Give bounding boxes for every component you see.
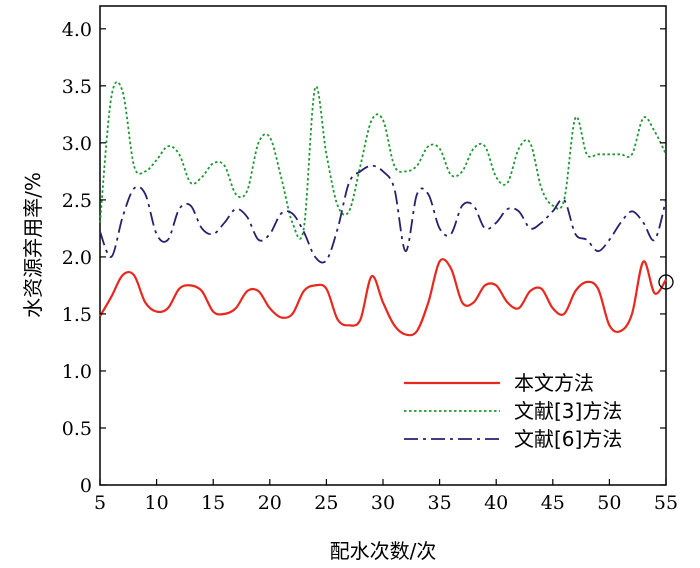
series-line-1 <box>99 258 667 337</box>
x-tick-label: 45 <box>541 492 565 514</box>
x-tick-label: 25 <box>314 492 338 514</box>
x-tick-label: 40 <box>484 492 508 514</box>
y-tick-label: 4.0 <box>62 19 92 41</box>
x-axis-ticks: 5 10 15 20 25 30 35 40 45 50 55 <box>94 479 678 514</box>
legend-label-2: 文献[3]方法 <box>514 399 622 423</box>
legend-label-1: 本文方法 <box>514 371 594 395</box>
y-axis-title: 水资源弃用率/% <box>21 172 45 318</box>
y-tick-label: 2.5 <box>62 190 92 212</box>
x-tick-label: 30 <box>371 492 395 514</box>
x-axis-title: 配水次数/次 <box>330 539 437 563</box>
x-tick-label: 55 <box>654 492 678 514</box>
y-tick-label: 1.0 <box>62 361 92 383</box>
end-marker-circle <box>658 274 674 290</box>
y-tick-label: 3.0 <box>62 133 92 155</box>
y-tick-label: 0.5 <box>62 418 92 440</box>
y-tick-label: 1.5 <box>62 304 92 326</box>
series-line-2 <box>99 81 667 240</box>
x-tick-label: 35 <box>428 492 452 514</box>
x-tick-label: 10 <box>145 492 169 514</box>
x-tick-label: 5 <box>94 492 106 514</box>
x-tick-label: 50 <box>597 492 621 514</box>
y-axis-ticks: 0 0.5 1.0 1.5 2.0 2.5 3.0 3.5 4.0 <box>62 19 666 497</box>
y-tick-label: 3.5 <box>62 76 92 98</box>
x-tick-label: 20 <box>258 492 282 514</box>
legend-label-3: 文献[6]方法 <box>514 427 622 451</box>
series-layer <box>99 81 667 337</box>
series-line-3 <box>99 164 667 264</box>
y-tick-label: 0 <box>80 475 92 497</box>
x-tick-label: 15 <box>201 492 225 514</box>
y-tick-label: 2.0 <box>62 247 92 269</box>
